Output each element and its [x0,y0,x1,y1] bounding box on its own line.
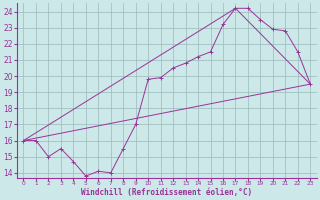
X-axis label: Windchill (Refroidissement éolien,°C): Windchill (Refroidissement éolien,°C) [81,188,252,197]
